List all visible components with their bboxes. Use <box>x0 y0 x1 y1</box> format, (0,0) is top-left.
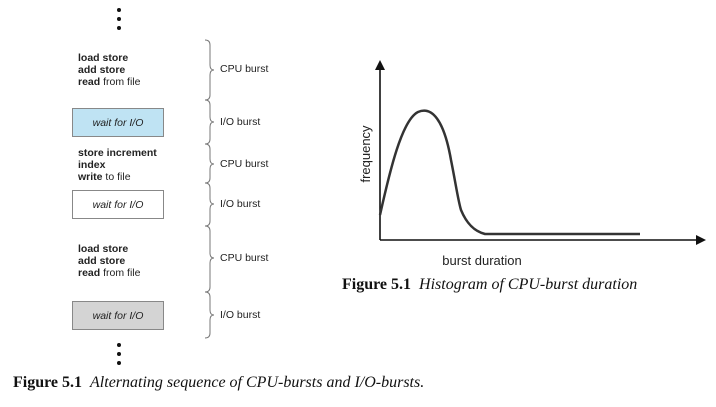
brace-io-2 <box>204 182 215 227</box>
wait-io-box-3: wait for I/O <box>72 301 164 330</box>
brace-cpu-1 <box>204 39 215 101</box>
wait-io-box-1: wait for I/O <box>72 108 164 137</box>
burst-label-5: CPU burst <box>220 252 269 264</box>
brace-io-3 <box>204 291 215 339</box>
wait-io-box-2: wait for I/O <box>72 190 164 219</box>
brace-cpu-2 <box>204 143 215 184</box>
burst-label-2: I/O burst <box>220 116 261 128</box>
burst-braces <box>204 39 215 339</box>
cpu-code-block-3: load store add store read from file <box>78 243 141 279</box>
cpu-code-block-2: store increment index write to file <box>78 147 157 183</box>
burst-label-6: I/O burst <box>220 309 261 321</box>
burst-label-1: CPU burst <box>220 63 269 75</box>
cpu-code-block-1: load store add store read from file <box>78 52 141 88</box>
brace-io-1 <box>204 99 215 145</box>
burst-distribution-curve <box>378 109 640 236</box>
figure-caption: Figure 5.1 Alternating sequence of CPU-b… <box>13 374 425 391</box>
x-axis-label: burst duration <box>442 253 522 268</box>
brace-cpu-3 <box>204 225 215 293</box>
burst-label-3: CPU burst <box>220 158 269 170</box>
burst-label-4: I/O burst <box>220 198 261 210</box>
y-axis-label: frequency <box>358 125 373 183</box>
histogram-plot: frequency burst duration <box>358 60 706 268</box>
histogram-caption: Figure 5.1 Histogram of CPU-burst durati… <box>342 276 638 293</box>
